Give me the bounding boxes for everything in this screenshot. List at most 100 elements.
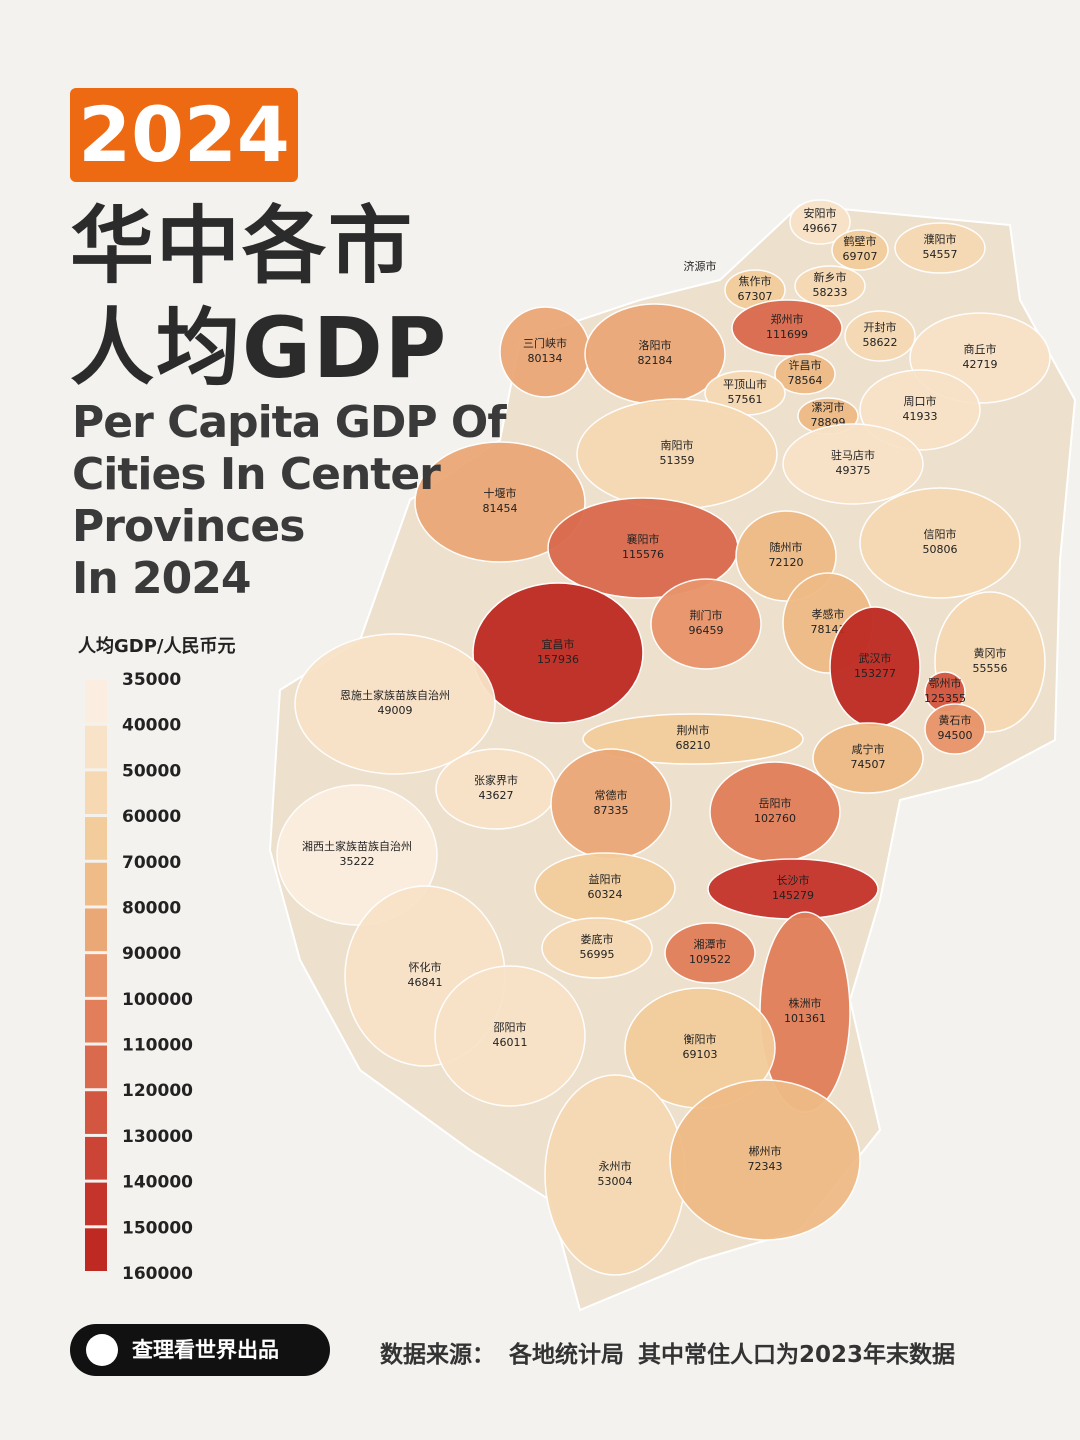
- city-region: [434, 965, 586, 1107]
- brand-text: 查理看世界出品: [132, 1338, 279, 1362]
- legend-swatch: [85, 1045, 107, 1089]
- source: 数据来源： 各地统计局 其中常住人口为2023年末数据: [380, 1335, 969, 1369]
- city-name: 济源市: [684, 259, 717, 273]
- legend-label: 35000: [122, 670, 181, 690]
- city-name: 恩施土家族苗族自治州: [340, 688, 450, 702]
- city-name: 三门峡市: [523, 336, 567, 350]
- city-region: [541, 917, 653, 979]
- city-name: 张家界市: [474, 773, 518, 787]
- city-name: 安阳市: [804, 206, 837, 220]
- city-value: 96459: [689, 624, 724, 637]
- legend-label: 90000: [122, 944, 181, 964]
- city-region: [774, 353, 836, 395]
- city-value: 51359: [660, 454, 695, 467]
- city-name: 怀化市: [409, 960, 442, 974]
- city-name: 娄底市: [581, 932, 614, 946]
- city-name: 信阳市: [924, 527, 957, 541]
- legend-title: 人均GDP/人民币元: [78, 636, 236, 657]
- title-en: Per Capita GDP Of: [72, 397, 506, 448]
- legend-label: 40000: [122, 716, 181, 736]
- city-region: [782, 423, 924, 505]
- city-name: 襄阳市: [627, 532, 660, 546]
- city-region: [844, 310, 916, 362]
- city-name: 洛阳市: [639, 338, 672, 352]
- city-name: 随州市: [770, 540, 803, 554]
- brand-icon: [86, 1334, 118, 1366]
- city-region: [794, 265, 866, 307]
- city-region: [664, 922, 756, 984]
- city-value: 50806: [923, 543, 958, 556]
- city-value: 102760: [754, 812, 796, 825]
- city-value: 109522: [689, 953, 731, 966]
- city-value: 49667: [803, 222, 838, 235]
- city-value: 153277: [854, 667, 896, 680]
- city-value: 46011: [493, 1036, 528, 1049]
- brand: 查理看世界出品: [70, 1324, 330, 1376]
- city-value: 69103: [683, 1048, 718, 1061]
- city-value: 78564: [788, 374, 823, 387]
- city-value: 94500: [938, 729, 973, 742]
- city-name: 鹤壁市: [844, 234, 877, 248]
- city-value: 68210: [676, 739, 711, 752]
- city-name: 咸宁市: [852, 742, 885, 756]
- city-value: 125355: [924, 692, 966, 705]
- source-note: 其中常住人口为2023年末数据: [638, 1342, 956, 1368]
- city-value: 55556: [973, 662, 1008, 675]
- source-label: 数据来源：: [380, 1342, 495, 1368]
- city-region: [894, 222, 986, 274]
- legend-label: 150000: [122, 1218, 193, 1238]
- city-name: 许昌市: [789, 358, 822, 372]
- legend-label: 130000: [122, 1127, 193, 1147]
- city-name: 商丘市: [964, 342, 997, 356]
- legend-swatch: [85, 1228, 107, 1271]
- city-value: 60324: [588, 888, 623, 901]
- city-value: 115576: [622, 548, 664, 561]
- city-value: 74507: [851, 758, 886, 771]
- legend-label: 140000: [122, 1173, 193, 1193]
- city-value: 67307: [738, 290, 773, 303]
- legend-swatch: [85, 1136, 107, 1180]
- city-name: 荆州市: [677, 723, 710, 737]
- city-name: 湘西土家族苗族自治州: [302, 839, 412, 853]
- city-region: [789, 199, 851, 245]
- city-value: 111699: [766, 328, 808, 341]
- city-value: 78141: [811, 623, 846, 636]
- city-name: 常德市: [595, 788, 628, 802]
- title-en: In 2024: [72, 553, 251, 604]
- city-name: 益阳市: [589, 872, 622, 886]
- city-name: 郑州市: [771, 312, 804, 326]
- year-badge: 2024: [70, 88, 298, 182]
- city-value: 58233: [813, 286, 848, 299]
- city-region: [276, 784, 438, 926]
- city-value: 145279: [772, 889, 814, 902]
- legend-swatch: [85, 954, 107, 997]
- title-en: Cities In Center: [72, 449, 441, 500]
- legend-swatch: [85, 817, 107, 860]
- city-name: 永州市: [599, 1159, 632, 1173]
- title-cn: 华中各市: [70, 197, 415, 295]
- legend-swatch: [85, 1091, 107, 1134]
- legend-swatch: [85, 725, 107, 769]
- legend-label: 70000: [122, 853, 181, 873]
- city-region: [472, 582, 644, 724]
- city-name: 平顶山市: [723, 377, 767, 391]
- city-name: 焦作市: [739, 274, 772, 288]
- legend-swatch: [85, 999, 107, 1043]
- city-region: [812, 722, 924, 794]
- city-region: [924, 703, 986, 755]
- city-region: [294, 633, 496, 775]
- city-value: 81454: [483, 502, 518, 515]
- city-name: 长沙市: [777, 873, 810, 887]
- city-region: [414, 441, 586, 563]
- city-value: 157936: [537, 653, 579, 666]
- city-value: 80134: [528, 352, 563, 365]
- city-value: 72343: [748, 1160, 783, 1173]
- city-value: 53004: [598, 1175, 633, 1188]
- legend-swatch: [85, 1182, 107, 1226]
- city-name: 株洲市: [789, 996, 822, 1010]
- city-name: 郴州市: [749, 1144, 782, 1158]
- city-name: 驻马店市: [831, 448, 875, 462]
- source-text: 各地统计局: [509, 1342, 624, 1368]
